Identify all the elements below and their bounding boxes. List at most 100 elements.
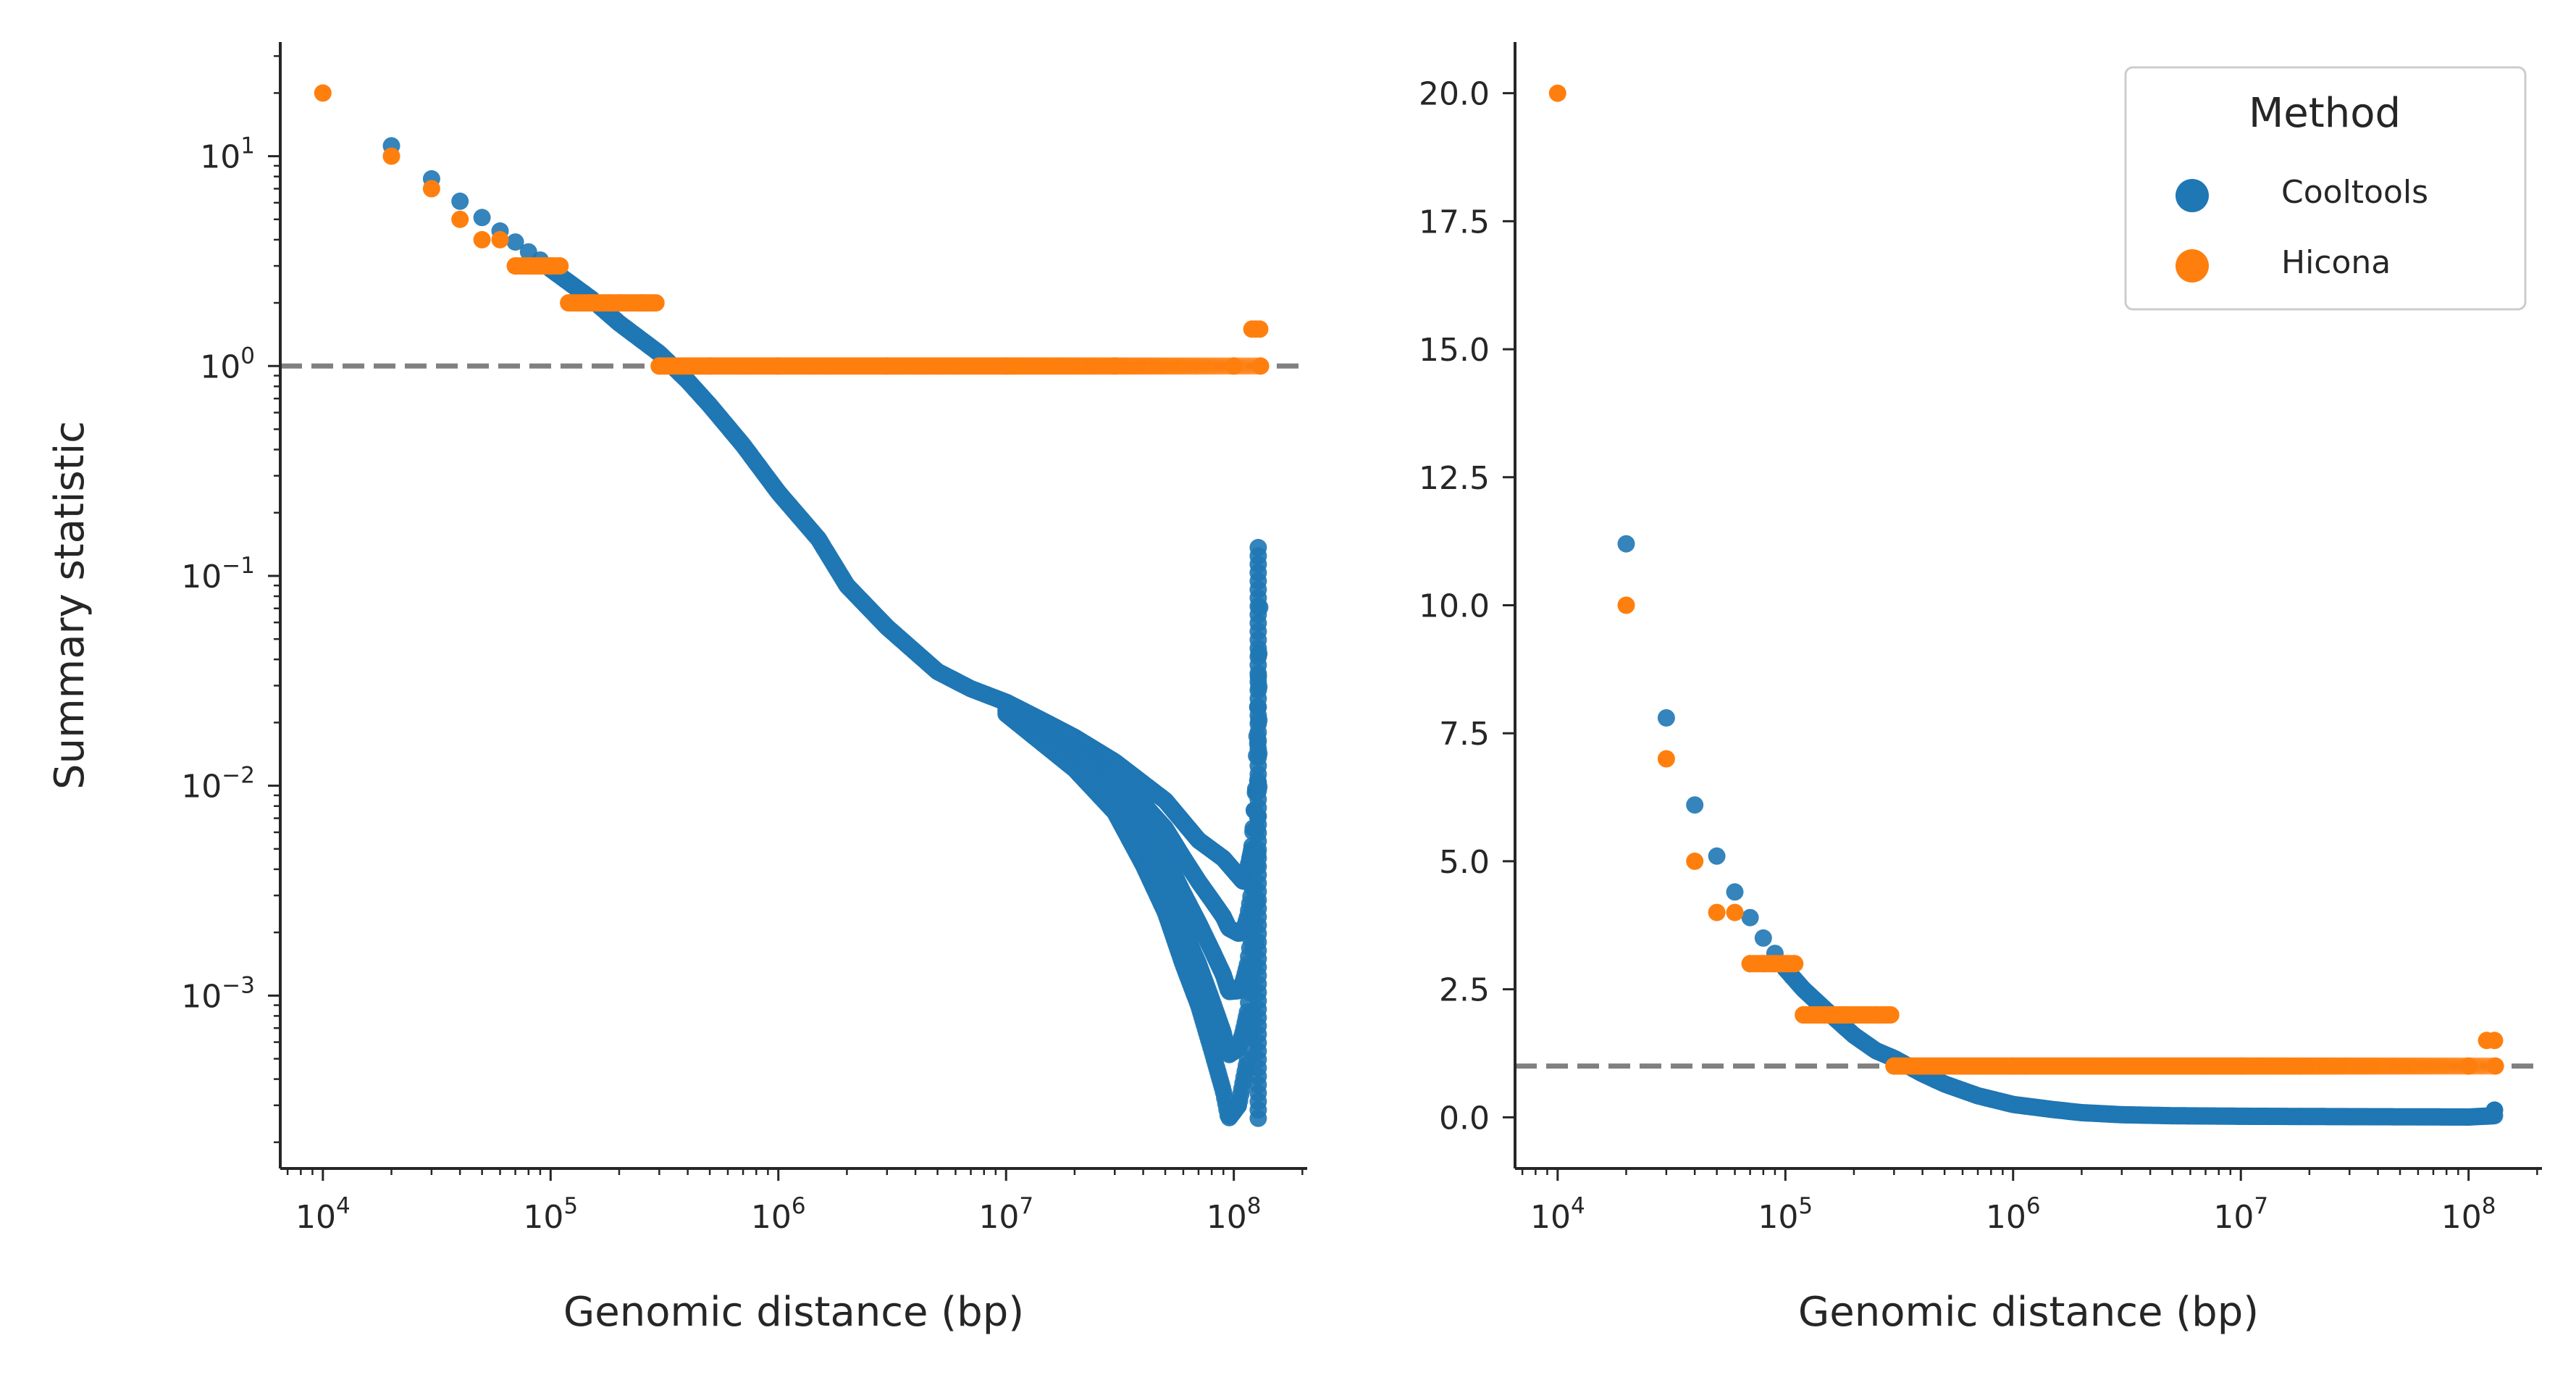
- hicona-point: [2459, 1057, 2478, 1075]
- hicona-point: [1205, 357, 1223, 375]
- left-x-tick-label: 106: [751, 1193, 806, 1236]
- right-y-tick-label: 10.0: [1419, 588, 1490, 625]
- hicona-point: [1548, 84, 1566, 102]
- left-series-hicona: [314, 84, 1270, 375]
- hicona-point: [1657, 750, 1675, 768]
- hicona-point: [1741, 955, 1759, 973]
- hicona-point: [1881, 1006, 1900, 1024]
- left-y-axis-label: Summary statistic: [46, 421, 93, 790]
- hicona-point: [1816, 1006, 1834, 1024]
- hicona-point: [2445, 1057, 2463, 1075]
- left-x-tick-label: 107: [978, 1193, 1033, 1236]
- hicona-point: [2440, 1057, 2458, 1075]
- legend-label-hicona: Hicona: [2281, 244, 2391, 281]
- left-y-tick-label: 10−3: [181, 972, 255, 1015]
- hicona-point: [2472, 1057, 2491, 1075]
- left-y-tick-label: 10−1: [181, 553, 255, 595]
- right-panel: 104 105 106 107 108 0.0 2.5 5.0 7.5 10.0 12.5 15.0 1…: [1419, 42, 2542, 1336]
- hicona-point: [1106, 357, 1124, 375]
- cooltools-point: [1754, 929, 1772, 947]
- hicona-point: [1795, 1006, 1813, 1024]
- hicona-point: [1251, 357, 1270, 375]
- cooltools-point: [473, 209, 491, 227]
- hicona-point: [314, 84, 332, 102]
- hicona-point: [473, 230, 491, 248]
- cooltools-point: [1708, 847, 1726, 865]
- hicona-point: [2232, 1057, 2250, 1075]
- right-y-tick-label: 2.5: [1439, 972, 1490, 1009]
- legend: Method Cooltools Hicona: [2124, 66, 2527, 311]
- right-y-tick-label: 7.5: [1439, 716, 1490, 753]
- hicona-point: [769, 357, 787, 375]
- hicona-point: [422, 180, 440, 198]
- hicona-point: [1617, 596, 1635, 614]
- right-y-tick-label: 17.5: [1419, 204, 1490, 241]
- left-x-tick-label: 104: [295, 1193, 351, 1236]
- hicona-point: [1885, 1057, 1903, 1075]
- hicona-point: [1202, 357, 1220, 375]
- hicona-point: [451, 210, 469, 228]
- cooltools-point: [1726, 883, 1744, 901]
- hicona-point: [2437, 1057, 2455, 1075]
- hicona-point: [1686, 852, 1704, 870]
- hicona-point: [632, 294, 650, 312]
- legend-label-cooltools: Cooltools: [2281, 174, 2428, 211]
- hicona-point: [2486, 1057, 2504, 1075]
- right-x-tick-label: 105: [1758, 1193, 1813, 1236]
- hicona-point: [382, 147, 400, 165]
- hicona-point: [582, 294, 600, 312]
- hicona-point: [1210, 357, 1228, 375]
- cooltools-point: [1617, 535, 1635, 553]
- hicona-point: [1708, 903, 1726, 921]
- right-series-hicona: [1548, 84, 2504, 1075]
- cooltools-point: [1741, 908, 1759, 927]
- cooltools-point: [506, 233, 524, 251]
- right-series-cooltools: [1617, 535, 2504, 1126]
- hicona-point: [2004, 1057, 2022, 1075]
- hicona-point: [647, 294, 665, 312]
- hicona-point: [650, 357, 668, 375]
- hicona-point: [506, 257, 524, 275]
- right-y-tick-label: 20.0: [1419, 76, 1490, 113]
- hicona-point: [1786, 955, 1804, 973]
- left-plot-marks: [280, 84, 1307, 1127]
- left-x-tick-label: 108: [1207, 1193, 1262, 1236]
- hicona-point: [1867, 1006, 1885, 1024]
- hicona-point: [1225, 357, 1243, 375]
- left-y-tick-label: 10−2: [181, 763, 255, 806]
- hicona-point: [560, 294, 578, 312]
- legend-title: Method: [2249, 90, 2401, 137]
- hicona-point: [611, 294, 628, 312]
- left-x-axis-label: Genomic distance (bp): [563, 1289, 1024, 1336]
- right-ticks: 104 105 106 107 108 0.0 2.5 5.0 7.5 10.0 12.5 15.0 1…: [1419, 76, 2538, 1236]
- left-ticks: 104 105 106 107 108 10−3 10−2 10−1 100 101: [181, 55, 1304, 1236]
- cooltools-point: [451, 192, 469, 210]
- right-x-tick-label: 107: [2213, 1193, 2268, 1236]
- left-panel: 104 105 106 107 108 10−3 10−2 10−1 100 101 Genomi…: [46, 42, 1307, 1336]
- legend-frame: [2124, 66, 2527, 311]
- left-y-tick-label: 100: [200, 343, 255, 385]
- legend-marker-hicona: [2176, 249, 2209, 283]
- hicona-point: [701, 357, 719, 375]
- hicona-point: [1726, 903, 1744, 921]
- left-x-tick-label: 105: [523, 1193, 578, 1236]
- hicona-point: [1251, 320, 1269, 338]
- cooltools-point: [1686, 796, 1704, 814]
- right-x-tick-label: 106: [1986, 1193, 2041, 1236]
- hicona-point: [2485, 1032, 2504, 1050]
- left-axes: [279, 42, 1307, 1170]
- hicona-point: [878, 357, 896, 375]
- hicona-point: [1208, 357, 1226, 375]
- cooltools-point: [2485, 1101, 2504, 1119]
- right-y-tick-label: 12.5: [1419, 460, 1490, 497]
- hicona-point: [1238, 357, 1256, 375]
- right-y-tick-label: 15.0: [1419, 332, 1490, 369]
- hicona-point: [2443, 1057, 2461, 1075]
- right-y-tick-label: 0.0: [1439, 1100, 1490, 1137]
- legend-marker-cooltools: [2176, 179, 2209, 212]
- hicona-point: [997, 357, 1015, 375]
- right-x-axis-label: Genomic distance (bp): [1798, 1289, 2259, 1336]
- cooltools-point: [1249, 538, 1267, 556]
- hicona-point: [1845, 1006, 1863, 1024]
